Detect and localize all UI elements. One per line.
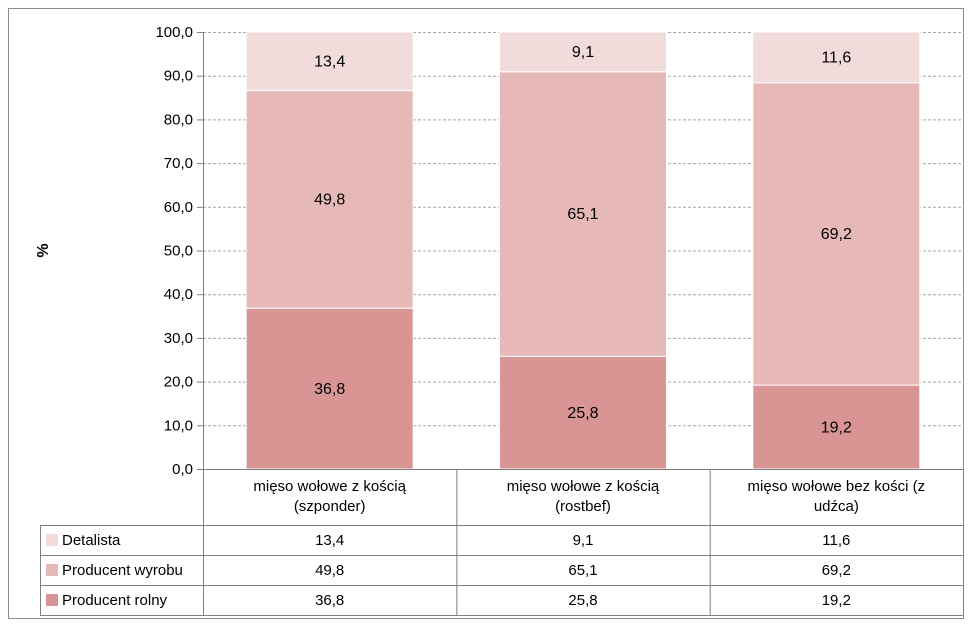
- bar-segment: [752, 82, 921, 386]
- y-tick-label: 30,0: [164, 330, 193, 347]
- bar-segment: [245, 90, 414, 309]
- data-label: 36,8: [314, 381, 345, 398]
- x-category-label: udźca): [814, 498, 859, 515]
- x-category-label: mięso wołowe z kością: [253, 478, 406, 495]
- data-label: 19,2: [821, 419, 852, 436]
- table-cell-value: 19,2: [822, 592, 851, 609]
- table-cell-value: 69,2: [822, 562, 851, 579]
- bar-segment: [752, 384, 921, 470]
- table-cell-value: 9,1: [573, 532, 594, 549]
- y-tick-label: 20,0: [164, 374, 193, 391]
- y-tick-label: 50,0: [164, 242, 193, 259]
- legend-label: Detalista: [62, 532, 121, 549]
- legend-label: Producent rolny: [62, 592, 168, 609]
- legend-swatch: [46, 564, 58, 576]
- data-label: 69,2: [821, 226, 852, 243]
- table-cell-value: 65,1: [568, 562, 597, 579]
- y-tick-label: 40,0: [164, 286, 193, 303]
- y-tick-label: 60,0: [164, 199, 193, 216]
- table-cell-value: 49,8: [315, 562, 344, 579]
- bar-segment: [499, 71, 667, 357]
- legend-label: Producent wyrobu: [62, 562, 183, 579]
- bar-segment: [499, 355, 667, 470]
- x-category-label: mięso wołowe bez kości (z: [748, 478, 926, 495]
- data-label: 13,4: [314, 53, 345, 70]
- x-category-label: (szponder): [294, 498, 366, 515]
- data-label: 11,6: [821, 50, 851, 67]
- bar-segment: [245, 307, 414, 470]
- y-tick-label: 70,0: [164, 155, 193, 172]
- y-tick-label: 90,0: [164, 68, 193, 85]
- y-axis-label: %: [35, 243, 52, 257]
- table-cell-value: 36,8: [315, 592, 344, 609]
- legend-swatch: [46, 534, 58, 546]
- x-category-label: mięso wołowe z kością: [507, 478, 660, 495]
- data-label: 65,1: [567, 206, 598, 223]
- x-category-label: (rostbef): [555, 498, 611, 515]
- y-tick-label: 100,0: [155, 24, 193, 41]
- y-tick-label: 10,0: [164, 417, 193, 434]
- table-cell-value: 11,6: [822, 532, 850, 549]
- bar-segment: [499, 31, 667, 73]
- data-label: 49,8: [314, 192, 345, 209]
- table-cell-value: 13,4: [315, 532, 344, 549]
- bar-segment: [245, 31, 414, 92]
- data-label: 25,8: [567, 405, 598, 422]
- data-label: 9,1: [572, 44, 594, 61]
- bar-segment: [752, 31, 921, 84]
- y-tick-label: 0,0: [172, 461, 193, 478]
- legend-swatch: [46, 594, 58, 606]
- y-tick-label: 80,0: [164, 111, 193, 128]
- table-cell-value: 25,8: [568, 592, 597, 609]
